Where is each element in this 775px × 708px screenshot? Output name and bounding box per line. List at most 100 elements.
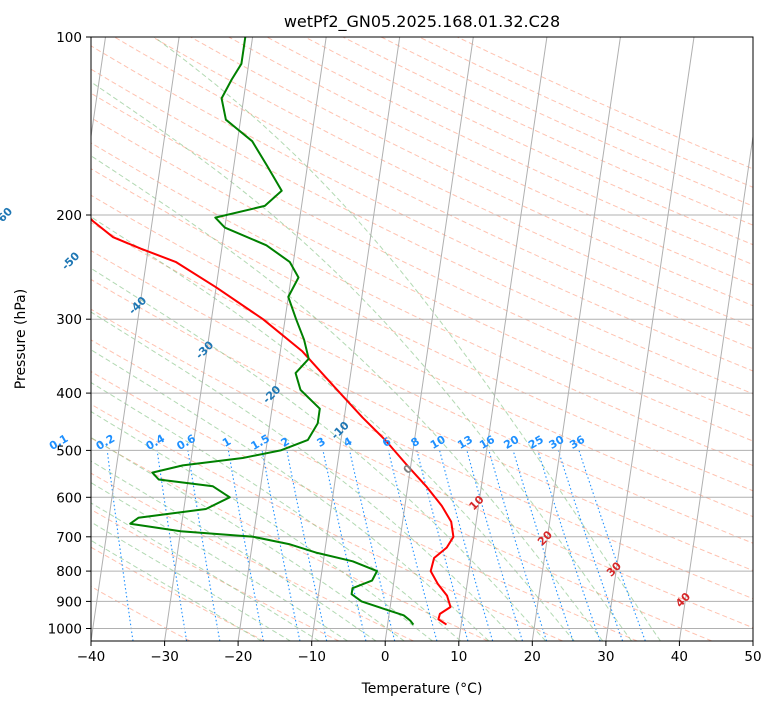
mixing-ratio-line [488, 450, 548, 641]
x-tick-label: 50 [744, 649, 761, 665]
dry-adiabat [91, 221, 753, 544]
mixing-ratio-line [557, 450, 624, 641]
y-tick-label: 300 [56, 312, 82, 328]
dry-adiabat [457, 37, 753, 170]
dry-adiabat [91, 546, 265, 641]
mixing-ratio-line [187, 450, 221, 641]
dry-adiabat [152, 37, 753, 328]
mixing-ratio-line [286, 450, 328, 641]
dry-adiabat [418, 37, 753, 188]
x-axis-title: Temperature (°C) [361, 681, 483, 697]
moist-adiabat [91, 539, 262, 641]
mixing-ratio-label: 13 [455, 433, 475, 452]
plot-frame [90, 36, 754, 642]
isotherm-line [384, 37, 474, 641]
profile-lines [91, 37, 455, 626]
moist-adiabat [91, 482, 348, 641]
x-tick-label: −10 [297, 649, 326, 665]
mixing-ratio-label: 10 [428, 433, 448, 452]
background-lines [91, 37, 753, 641]
dry-adiabat [228, 37, 753, 286]
isotherm-line [458, 37, 548, 641]
isotherm-label: -20 [260, 383, 283, 406]
y-tick-label: 700 [56, 530, 82, 546]
isotherm-line [605, 37, 695, 641]
isotherm-line [311, 37, 401, 641]
dry-adiabat [380, 37, 753, 207]
dry-adiabat [266, 37, 753, 266]
isotherm-label: -60 [0, 205, 15, 228]
dry-adiabat [91, 472, 414, 641]
mixing-ratio-line [227, 450, 265, 641]
mixing-ratio-line [512, 450, 574, 641]
isotherm-label: 40 [673, 590, 693, 610]
mixing-ratio-label: 25 [526, 433, 546, 452]
y-tick-label: 200 [56, 208, 82, 224]
dry-adiabat [91, 142, 753, 467]
y-tick-label: 1000 [48, 622, 82, 638]
mixing-ratio-label: 8 [409, 435, 422, 450]
dry-adiabat [91, 92, 753, 418]
mixing-ratio-label: 20 [501, 433, 521, 452]
moist-adiabat [91, 311, 518, 641]
isotherm-line [752, 637, 753, 641]
dry-adiabat [91, 308, 753, 629]
chart-title: wetPf2_GN05.2025.168.01.32.C28 [284, 12, 560, 32]
x-tick-label: −30 [150, 649, 179, 665]
isotherm-label: -30 [193, 338, 216, 361]
isotherm-line [678, 132, 753, 641]
mixing-ratio-label: 30 [547, 433, 567, 452]
moist-adiabat [91, 521, 291, 641]
isotherm-label: -40 [126, 294, 149, 317]
mixing-ratio-line [466, 450, 524, 641]
isotherm-line [531, 37, 621, 641]
dry-adiabat [91, 250, 753, 572]
isotherm-line [91, 37, 106, 140]
moist-adiabat [91, 81, 633, 641]
isotherm-label: -50 [59, 249, 82, 272]
isotherm-label: 20 [535, 528, 555, 548]
dry-adiabat [91, 168, 753, 492]
x-tick-label: −40 [77, 649, 106, 665]
x-tick-label: 30 [597, 649, 614, 665]
y-tick-label: 800 [56, 564, 82, 580]
moist-adiabat [91, 216, 575, 641]
mixing-ratio-line [578, 450, 646, 641]
isotherm-label: 30 [604, 559, 624, 579]
moist-adiabat [153, 37, 661, 641]
x-tick-label: −20 [224, 649, 253, 665]
mixing-ratio-label: 3 [315, 435, 328, 450]
y-tick-label: 600 [56, 490, 82, 506]
mixing-ratio-label: 16 [477, 433, 497, 452]
dry-adiabat [114, 37, 753, 350]
x-tick-label: 10 [450, 649, 467, 665]
moist-adiabat [91, 410, 433, 641]
mixing-ratio-line [156, 450, 188, 641]
y-tick-label: 500 [56, 443, 82, 459]
dry-adiabat [91, 45, 753, 372]
moist-adiabat [91, 381, 462, 641]
dry-adiabat [91, 508, 340, 641]
y-tick-label: 100 [56, 30, 82, 46]
isotherm-line [237, 37, 327, 641]
mixing-ratio-line [322, 450, 367, 641]
mixing-ratio-label: 0.2 [94, 432, 117, 453]
mixing-ratio-line [416, 450, 469, 641]
mixing-ratio-label: 4 [341, 435, 354, 450]
mixing-ratio-line [261, 450, 301, 641]
temperature-profile-line [91, 217, 455, 626]
dry-adiabat [91, 278, 753, 600]
dewpoint-profile-line [129, 37, 415, 626]
mixing-ratio-line [537, 450, 601, 641]
mixing-ratio-line [387, 450, 438, 641]
axes: −40 −30 −20 −10 0 10 20 30 40 50 100 200 300 400 500 60… [48, 30, 762, 665]
mixing-ratio-line [439, 450, 494, 641]
isotherm-line [164, 37, 254, 641]
moist-adiabat [91, 267, 547, 641]
dry-adiabat [342, 37, 753, 226]
x-tick-label: 40 [671, 649, 688, 665]
moist-adiabat [91, 155, 604, 641]
mixing-ratio-label: 36 [567, 433, 587, 452]
isotherm-line [91, 37, 180, 641]
dry-adiabat [91, 437, 489, 641]
